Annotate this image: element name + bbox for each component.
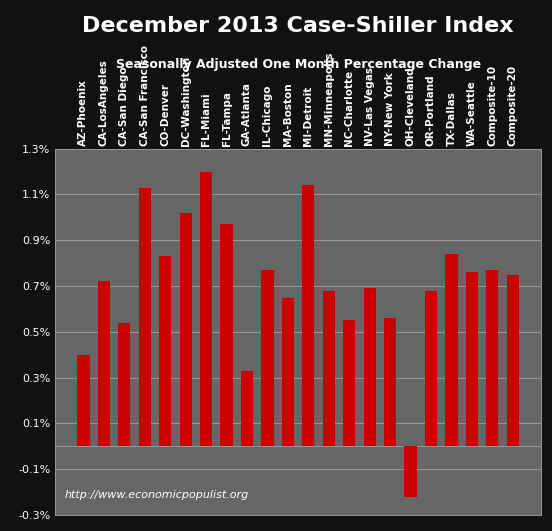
Bar [343, 320, 355, 447]
Text: http://www.economicpopulist.org: http://www.economicpopulist.org [65, 491, 249, 500]
Bar [220, 224, 232, 447]
Bar [364, 288, 376, 447]
Bar [159, 256, 171, 447]
Bar [445, 254, 458, 447]
Bar [322, 290, 335, 447]
Bar [425, 290, 437, 447]
Bar [139, 187, 151, 447]
Bar [405, 447, 417, 497]
Bar [200, 172, 212, 447]
Bar [98, 281, 110, 447]
Bar [302, 185, 315, 447]
Bar [118, 323, 130, 447]
Text: Seasonally Adjusted One Month Percentage Change: Seasonally Adjusted One Month Percentage… [115, 58, 481, 71]
Bar [486, 270, 498, 447]
Bar [77, 355, 89, 447]
Bar [282, 297, 294, 447]
Bar [241, 371, 253, 447]
Bar [466, 272, 478, 447]
Bar [179, 213, 192, 447]
Bar [507, 275, 519, 447]
Bar [261, 270, 274, 447]
Text: December 2013 Case-Shiller Index: December 2013 Case-Shiller Index [82, 16, 514, 36]
Bar [384, 318, 396, 447]
